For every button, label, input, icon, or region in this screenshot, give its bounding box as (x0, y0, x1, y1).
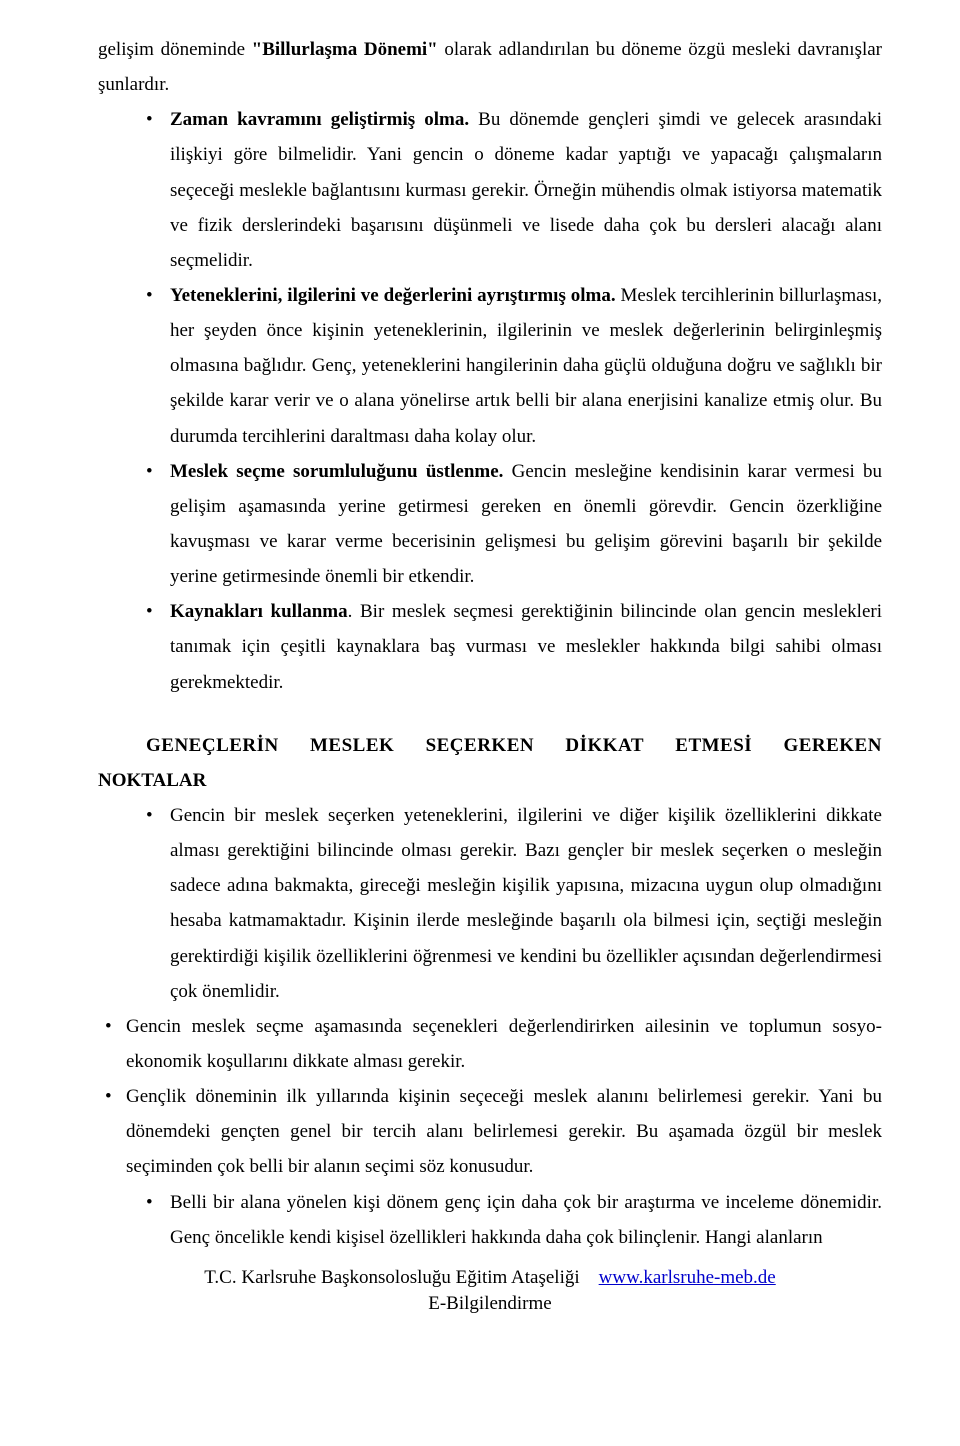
section-heading-line2: NOKTALAR (98, 763, 882, 798)
bullet-4: Kaynakları kullanma. Bir meslek seçmesi … (98, 594, 882, 699)
bullet-2-bold: Yeteneklerini, ilgilerini ve değerlerini… (170, 285, 616, 306)
heading-w5: ETMESİ (675, 728, 752, 763)
section2-p4: Belli bir alana yönelen kişi dönem genç … (98, 1185, 882, 1255)
bullet-3-bold: Meslek seçme sorumluluğunu üstlenme. (170, 461, 503, 482)
intro-paragraph: gelişim döneminde "Billurlaşma Dönemi" o… (98, 32, 882, 102)
footer: T.C. Karlsruhe Başkonsolosluğu Eğitim At… (98, 1265, 882, 1318)
bullet-1: Zaman kavramını geliştirmiş olma. Bu dön… (98, 102, 882, 278)
section2-p3: Gençlik döneminin ilk yıllarında kişinin… (98, 1079, 882, 1184)
section2-p2-text: Gencin meslek seçme aşamasında seçenekle… (126, 1016, 882, 1072)
bullet-1-bold: Zaman kavramını geliştirmiş olma. (170, 109, 469, 130)
footer-line2: E-Bilgilendirme (98, 1291, 882, 1318)
heading-w4: DİKKAT (565, 728, 644, 763)
section2-p3-text: Gençlik döneminin ilk yıllarında kişinin… (126, 1086, 882, 1177)
section-heading-line1: GENEÇLERİN MESLEK SEÇERKEN DİKKAT ETMESİ… (98, 728, 882, 763)
bullet-4-bold: Kaynakları kullanma (170, 601, 348, 622)
heading-w2: MESLEK (310, 728, 394, 763)
section2-p1: Gencin bir meslek seçerken yeteneklerini… (98, 798, 882, 1009)
section2-p2: Gencin meslek seçme aşamasında seçenekle… (98, 1009, 882, 1079)
heading-w6: GEREKEN (783, 728, 882, 763)
bullet-3: Meslek seçme sorumluluğunu üstlenme. Gen… (98, 454, 882, 595)
intro-text-a: gelişim döneminde (98, 39, 252, 60)
bullet-1-text: Bu dönemde gençleri şimdi ve gelecek ara… (170, 109, 882, 271)
heading-w3: SEÇERKEN (426, 728, 535, 763)
heading-w1: GENEÇLERİN (146, 728, 279, 763)
bullet-2-text: Meslek tercihlerinin billurlaşması, her … (170, 285, 882, 447)
section2-p4-text: Belli bir alana yönelen kişi dönem genç … (170, 1192, 882, 1248)
footer-prefix: T.C. Karlsruhe Başkonsolosluğu Eğitim At… (204, 1267, 579, 1288)
bullet-2: Yeteneklerini, ilgilerini ve değerlerini… (98, 278, 882, 454)
intro-bold: "Billurlaşma Dönemi" (252, 39, 438, 60)
footer-link[interactable]: www.karlsruhe-meb.de (599, 1267, 776, 1288)
section2-p1-text: Gencin bir meslek seçerken yeteneklerini… (170, 805, 882, 1002)
